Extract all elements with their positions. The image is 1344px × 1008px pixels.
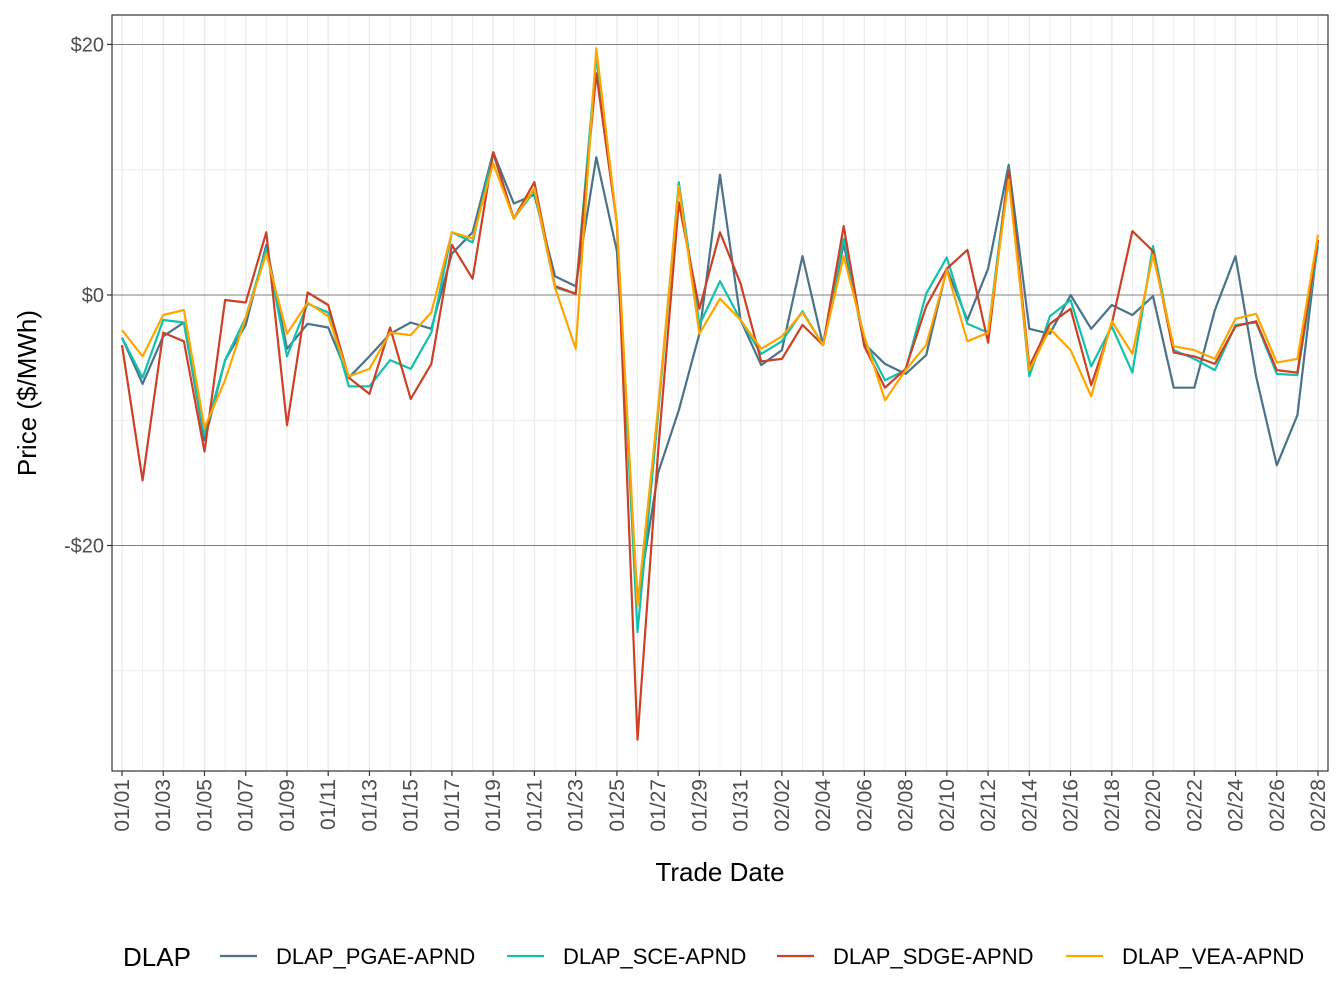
x-axis: 01/01 01/03 01/05 01/07 01/09 01/11 01/13 01/15…	[111, 771, 1330, 832]
legend-item: DLAP_VEA-APND	[1066, 944, 1304, 969]
x-tick-label: 02/10	[936, 779, 959, 832]
x-tick-label: 01/23	[565, 779, 588, 832]
x-tick-label: 01/31	[730, 779, 753, 832]
legend-item: DLAP_PGAE-APND	[220, 944, 475, 969]
y-axis: $20 $0 -$20	[64, 34, 112, 558]
legend-label: DLAP_VEA-APND	[1122, 944, 1304, 969]
x-tick-label: 01/09	[276, 779, 299, 832]
x-tick-label: 01/11	[317, 779, 340, 830]
x-tick-label: 02/28	[1307, 779, 1330, 832]
legend-item: DLAP_SDGE-APND	[777, 944, 1034, 969]
x-tick-label: 02/24	[1225, 779, 1248, 832]
legend-item: DLAP_SCE-APND	[507, 944, 746, 969]
series-line-dlap_sce-apnd	[121, 55, 1320, 634]
x-tick-label: 02/20	[1142, 779, 1165, 832]
grid	[112, 15, 1328, 771]
legend: DLAP DLAP_PGAE-APND DLAP_SCE-APND DLAP_SDG…	[123, 942, 1304, 972]
x-tick-label: 02/02	[771, 779, 794, 832]
x-tick-label: 01/25	[606, 779, 629, 832]
x-tick-label: 02/12	[977, 779, 1000, 832]
legend-label: DLAP_SDGE-APND	[833, 944, 1034, 969]
x-tick-label: 01/19	[482, 779, 505, 832]
series-lines	[120, 47, 1320, 741]
legend-label: DLAP_SCE-APND	[563, 944, 746, 969]
x-tick-label: 02/14	[1018, 779, 1041, 832]
legend-title: DLAP	[123, 942, 191, 972]
x-tick-label: 02/22	[1183, 779, 1206, 832]
plot-panel-border	[111, 14, 1329, 772]
x-tick-label: 02/26	[1266, 779, 1289, 832]
y-tick-label: $0	[82, 285, 104, 307]
legend-label: DLAP_PGAE-APND	[276, 944, 475, 969]
x-tick-label: 01/13	[358, 779, 381, 832]
y-axis-title: Price ($/MWh)	[12, 310, 42, 476]
x-tick-label: 02/04	[812, 779, 835, 832]
x-tick-label: 01/07	[235, 779, 258, 832]
series-line-dlap_sdge-apnd	[120, 72, 1320, 741]
x-axis-title: Trade Date	[655, 857, 784, 887]
x-tick-label: 01/03	[152, 779, 175, 832]
x-tick-label: 02/08	[895, 779, 918, 832]
x-tick-label: 01/05	[193, 779, 216, 832]
y-tick-label: $20	[71, 34, 104, 56]
x-tick-label: 01/17	[441, 779, 464, 832]
x-tick-label: 01/29	[688, 779, 711, 832]
x-tick-label: 02/06	[853, 779, 876, 832]
x-tick-label: 01/21	[523, 779, 546, 832]
x-tick-label: 01/15	[400, 779, 423, 832]
x-tick-label: 02/18	[1101, 779, 1124, 832]
x-tick-label: 01/01	[111, 779, 134, 832]
x-tick-label: 02/16	[1060, 779, 1083, 832]
series-line-dlap_vea-apnd	[121, 47, 1320, 607]
y-tick-label: -$20	[64, 536, 104, 558]
series-line-dlap_pgae-apnd	[120, 151, 1320, 604]
x-tick-label: 01/27	[647, 779, 670, 832]
